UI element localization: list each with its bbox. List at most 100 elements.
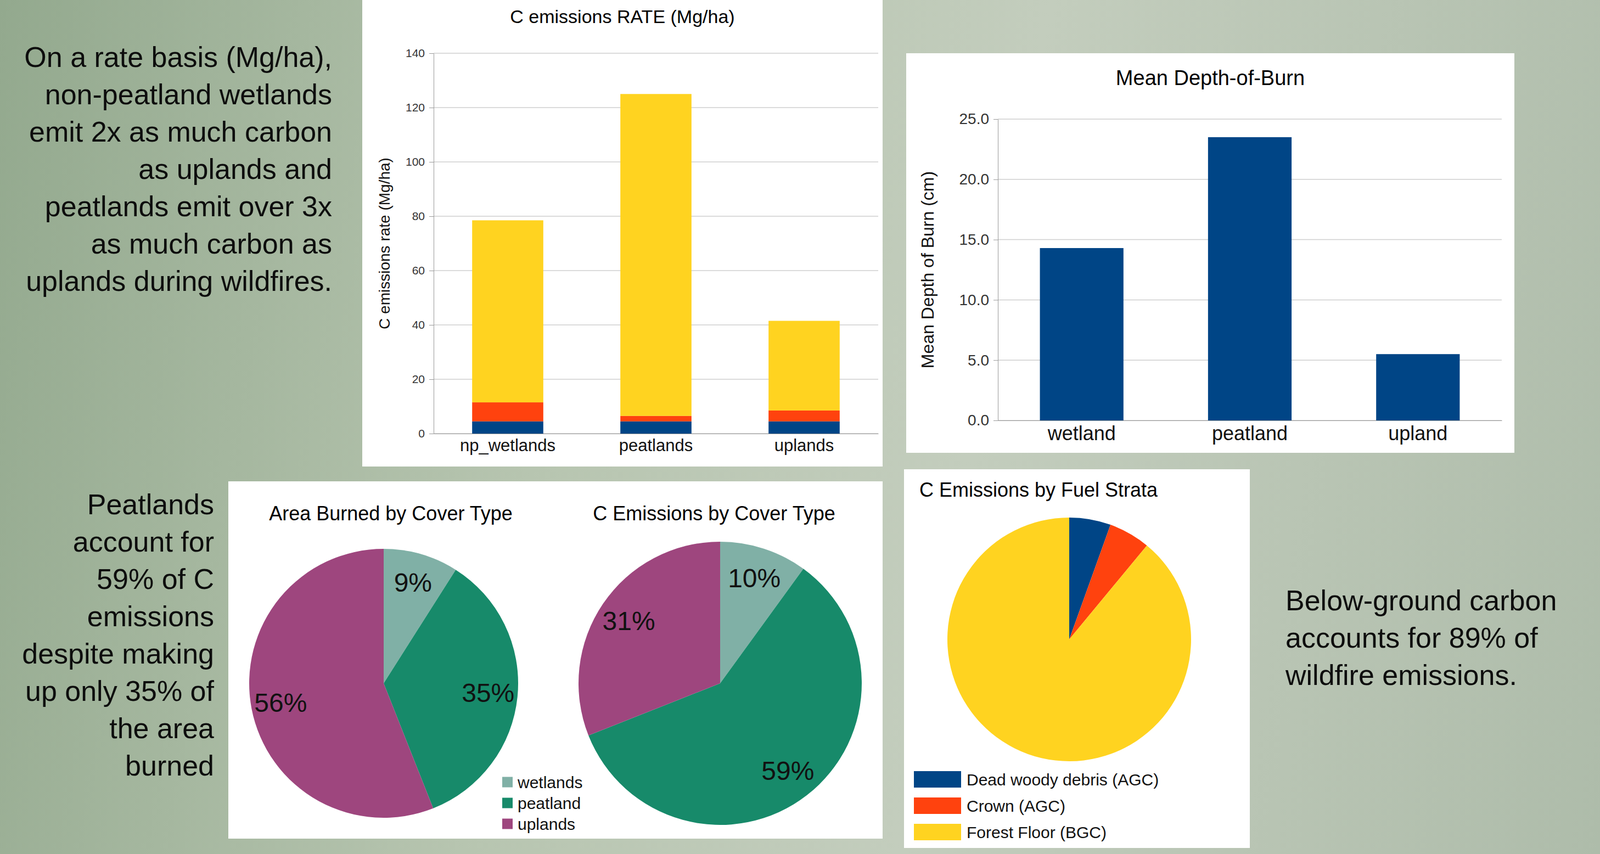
tick-label: 140 [405, 46, 425, 60]
bar [1208, 137, 1292, 421]
y-axis: 0 20 40 60 80 100 120 140 [405, 46, 435, 440]
y-axis: 0.0 5.0 10.0 15.0 20.0 25.0 [959, 110, 999, 429]
tick: 5.0 [967, 351, 998, 369]
pie-chart: C Emissions by Cover Type10%59%31%wetlan… [502, 502, 862, 834]
legend: wetlands peatland uplands [502, 773, 583, 834]
axis-line [998, 420, 1503, 421]
bar [472, 220, 544, 403]
legend-label: Forest Floor (BGC) [966, 823, 1107, 842]
tick-mark [429, 107, 434, 109]
tick-label: 25.0 [959, 110, 990, 128]
legend-swatch [502, 777, 513, 788]
axis-line [433, 53, 435, 435]
legend-item: Dead woody debris (AGC) [913, 770, 1159, 789]
tick-label: 100 [405, 155, 425, 168]
data-label: 9% [394, 568, 432, 598]
panel [904, 469, 1250, 849]
axis-line [434, 433, 879, 435]
tick-label: 0.0 [967, 411, 990, 429]
slice [249, 548, 434, 818]
grid [433, 53, 879, 434]
tick-label: 40 [412, 318, 425, 331]
legend-label: peatland [517, 794, 581, 813]
tick: upland [1388, 420, 1448, 445]
tick-label: 5.0 [967, 351, 990, 369]
slices [578, 541, 862, 825]
legend-swatch [913, 797, 962, 814]
legend-label: uplands [517, 815, 576, 834]
tick-mark [429, 161, 434, 163]
pie-chart: C Emissions by Fuel Strata Dead woody deb… [913, 478, 1192, 842]
bar-chart: C emissions RATE (Mg/ha) 0 20 40 60 80 100 120 1… [375, 6, 879, 456]
tick-label: 60 [412, 264, 425, 277]
tick-label: peatlands [619, 435, 693, 456]
data-label: 59% [761, 756, 814, 786]
tick-label: 15.0 [959, 231, 990, 249]
caption: On a rate basis (Mg/ha), non-peatland we… [21, 38, 333, 300]
bar [1376, 354, 1460, 421]
data-label: 10% [727, 563, 781, 593]
panel [906, 53, 1515, 453]
tick-mark [429, 53, 434, 54]
chart-title: C emissions RATE (Mg/ha) [509, 6, 735, 27]
data-labels: 10%59%31% [602, 563, 815, 785]
tick-label: 20.0 [959, 170, 990, 188]
bar [472, 421, 544, 434]
tick: 120 [405, 100, 434, 114]
bar [768, 421, 840, 434]
legend-swatch [502, 818, 513, 830]
legend-item: Crown (AGC) [913, 796, 1066, 816]
tick-label: 80 [412, 209, 425, 223]
tick-label: upland [1388, 422, 1448, 445]
chart-title: Area Burned by Cover Type [268, 502, 513, 525]
axis-line [997, 119, 999, 421]
tick-mark [429, 379, 434, 380]
tick-label: peatland [1211, 422, 1288, 445]
tick-mark [993, 299, 998, 301]
tick: wetland [1047, 420, 1116, 445]
bar [620, 416, 692, 422]
tick-label: wetland [1047, 422, 1116, 445]
tick-mark [993, 179, 998, 181]
legend-item: uplands [502, 815, 576, 834]
tick: uplands [774, 433, 835, 456]
bars [1040, 137, 1461, 421]
legend-item: Forest Floor (BGC) [913, 823, 1107, 842]
tick: 15.0 [959, 231, 999, 249]
legend-item: peatland [502, 794, 581, 813]
bar [620, 93, 692, 417]
slice [947, 517, 1192, 762]
tick: peatlands [619, 433, 693, 456]
bar-series [472, 93, 840, 417]
legend-label: Dead woody debris (AGC) [966, 770, 1159, 789]
tick-label: 20 [412, 372, 425, 386]
bar [768, 321, 840, 411]
panel [228, 481, 883, 839]
x-axis: np_wetlands peatlands uplands [434, 433, 879, 456]
grid [997, 119, 1502, 421]
bar-series [472, 421, 840, 434]
tick-label: np_wetlands [459, 435, 556, 456]
bar [472, 402, 544, 422]
legend-swatch [502, 798, 513, 809]
bars [472, 93, 840, 434]
grid-line [997, 118, 1502, 120]
legend-label: wetlands [517, 773, 583, 792]
tick: 100 [405, 155, 434, 168]
pie-chart: Area Burned by Cover Type9%35%56% [249, 502, 519, 818]
tick-mark [993, 420, 998, 421]
legend-item: wetlands [502, 773, 583, 792]
panel [362, 0, 883, 467]
legend: Dead woody debris (AGC) Crown (AGC) Forest… [913, 770, 1159, 842]
tick-label: 120 [405, 100, 425, 114]
grid-line [433, 52, 879, 54]
x-axis: wetland peatland upland [998, 420, 1503, 445]
tick-label: 0 [418, 427, 425, 440]
tick: 80 [412, 209, 434, 223]
tick: 40 [412, 318, 434, 331]
caption: Peatlands account for 59% of C emissions… [21, 485, 215, 785]
tick: 10.0 [959, 291, 999, 309]
chart-title: C Emissions by Fuel Strata [919, 478, 1159, 502]
tick-mark [993, 119, 998, 120]
tick: np_wetlands [459, 433, 556, 456]
